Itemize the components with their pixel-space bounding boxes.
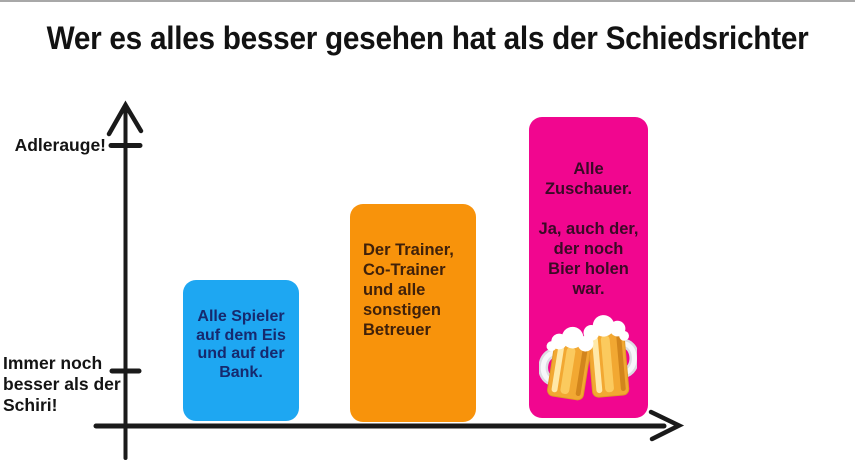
bar-spieler-label: Alle Spieler auf dem Eis und auf der Ban… [196,308,286,381]
y-tick-label-schiri: Immer noch besser als der Schiri! [3,353,121,415]
bar-zuschauer-label: Alle Zuschauer. Ja, auch der, der noch B… [538,160,639,298]
beer-mug-left-icon [539,326,594,401]
beer-mugs-icon [539,315,637,401]
bar-zuschauer: Alle Zuschauer. Ja, auch der, der noch B… [529,117,648,418]
beer-mug-right-icon [583,315,637,398]
top-border-rule [0,0,855,2]
x-axis-arrowhead-icon [648,409,685,442]
chart-title: Wer es alles besser gesehen hat als der … [46,20,809,56]
bar-trainer: Der Trainer, Co-Trainer und alle sonstig… [350,204,476,422]
y-tick-label-adlerauge: Adlerauge! [14,135,106,155]
bar-spieler: Alle Spieler auf dem Eis und auf der Ban… [183,280,299,421]
bar-trainer-label: Der Trainer, Co-Trainer und alle sonstig… [363,241,454,339]
y-axis-arrowhead-icon [106,100,144,137]
